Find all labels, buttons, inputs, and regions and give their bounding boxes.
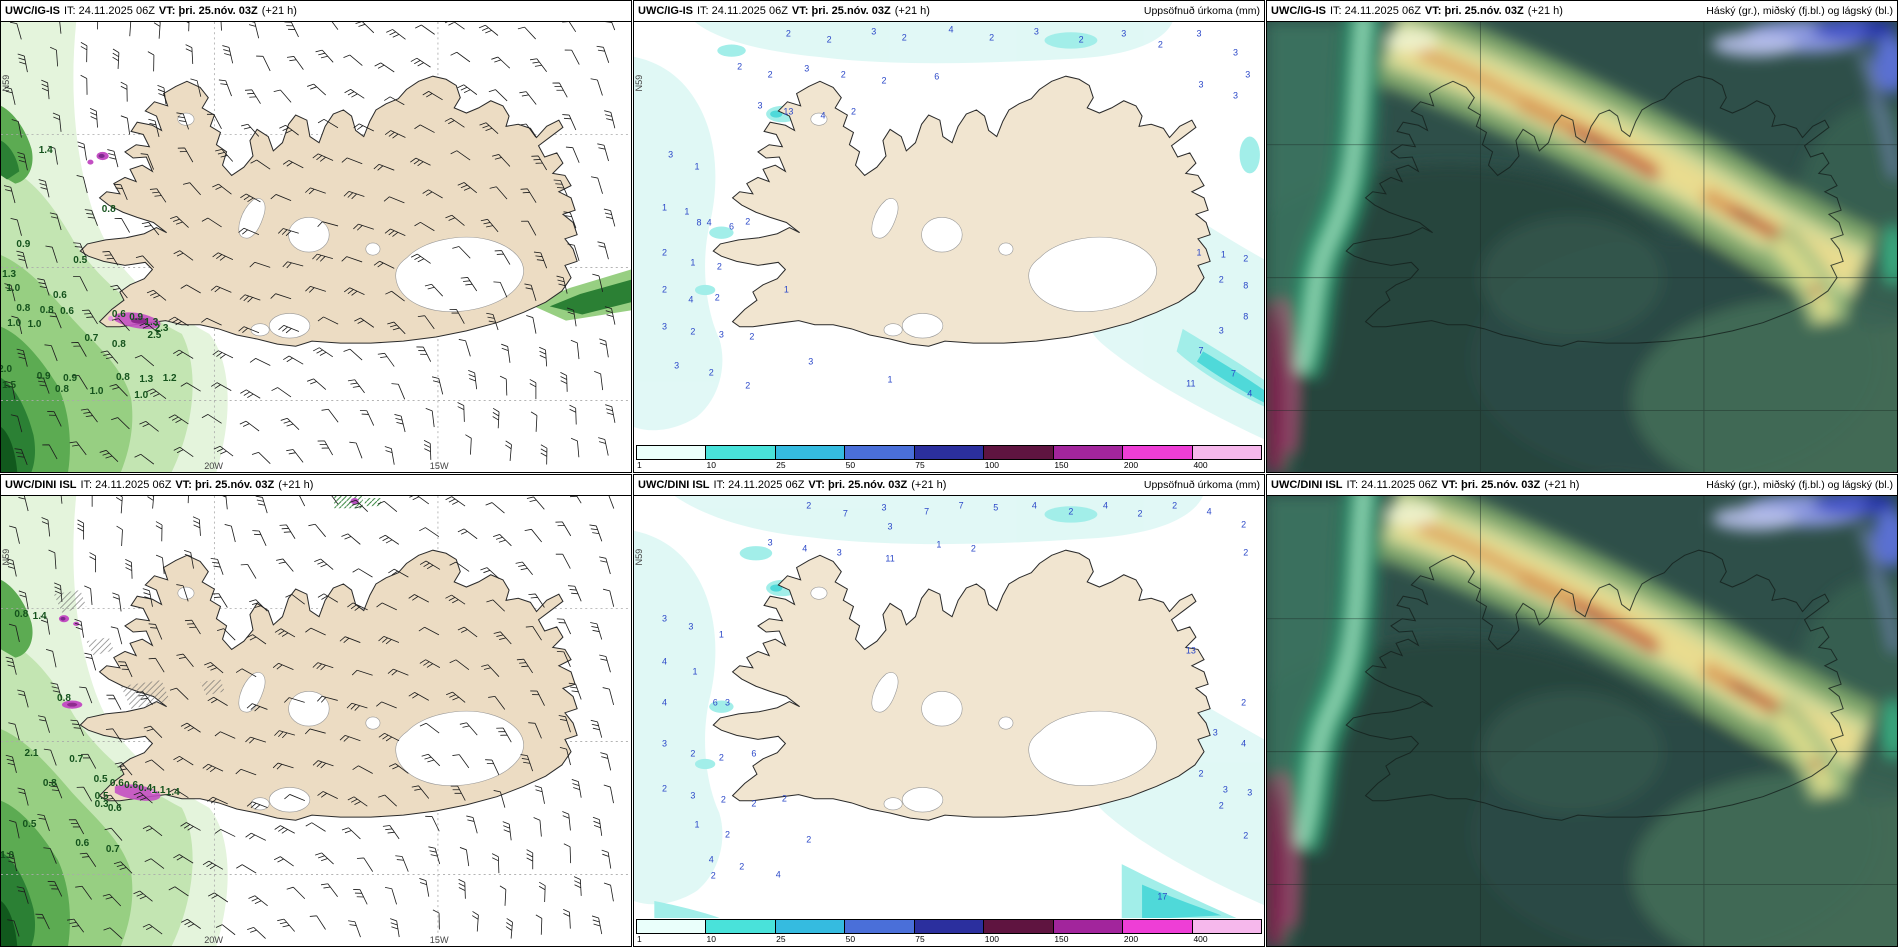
panel-header: UWC/IG-IS IT: 24.11.2025 06Z VT: þri. 25… <box>1267 1 1897 22</box>
valid-time: VT: þri. 25.nóv. 03Z <box>1424 5 1524 17</box>
model-name: UWC/DINI ISL <box>638 479 710 491</box>
lead-time: (+21 h) <box>1527 5 1563 17</box>
svg-text:N59: N59 <box>634 549 644 566</box>
panel-clouds-bottom: UWC/DINI ISL IT: 24.11.2025 06Z VT: þri.… <box>1266 474 1898 947</box>
init-time: IT: 24.11.2025 06Z <box>80 479 172 491</box>
panel-wind-top: UWC/IG-IS IT: 24.11.2025 06Z VT: þri. 25… <box>0 0 632 473</box>
graticule <box>1267 22 1897 472</box>
model-name: UWC/IG-IS <box>638 5 693 17</box>
panel-header: UWC/DINI ISL IT: 24.11.2025 06Z VT: þri.… <box>634 475 1264 496</box>
valid-time: VT: þri. 25.nóv. 03Z <box>1441 479 1541 491</box>
cloud-field <box>1267 496 1897 946</box>
wind-map: 20W 15W N59 0.8 1.4 0.8 2.1 0.7 0.8 0.5 0.6 0.6 0… <box>1 496 631 946</box>
axis-labels: 20W 15W N59 <box>1 549 449 945</box>
panel-subtitle: Háský (gr.), miðský (fj.bl.) og lágský (… <box>1706 479 1893 491</box>
svg-text:20W: 20W <box>204 935 223 945</box>
wind-map: 20W 15W N59 1.4 0.8 0.9 0.5 1.3 1.0 0.6 0.8 0.8 0… <box>1 22 631 472</box>
precip-scalebar: 1 10 25 50 75 100 150 200 400 <box>634 918 1264 946</box>
panel-header: UWC/IG-IS IT: 24.11.2025 06Z VT: þri. 25… <box>634 1 1264 22</box>
panel-header: UWC/DINI ISL IT: 24.11.2025 06Z VT: þri.… <box>1 475 631 496</box>
panel-precip-top: UWC/IG-IS IT: 24.11.2025 06Z VT: þri. 25… <box>633 0 1265 473</box>
svg-text:N59: N59 <box>1 75 11 92</box>
valid-time: VT: þri. 25.nóv. 03Z <box>158 5 258 17</box>
init-time: IT: 24.11.2025 06Z <box>64 5 155 17</box>
lead-time: (+21 h) <box>894 5 930 17</box>
precip-map: N59 2 7 3 3 7 7 5 4 2 4 2 2 4 2 3 4 3 11 1 2 3 3 1 4 1 4 6 3 3 2 2 6 2 3 2… <box>634 496 1264 946</box>
freezing-spots <box>58 615 161 801</box>
svg-text:N59: N59 <box>634 75 644 92</box>
cloud-map <box>1267 496 1897 946</box>
lead-time: (+21 h) <box>1544 479 1580 491</box>
init-time: IT: 24.11.2025 06Z <box>1346 479 1438 491</box>
lead-time: (+21 h) <box>278 479 314 491</box>
model-name: UWC/DINI ISL <box>5 479 77 491</box>
lead-time: (+21 h) <box>911 479 947 491</box>
panel-header: UWC/DINI ISL IT: 24.11.2025 06Z VT: þri.… <box>1267 475 1897 496</box>
panel-subtitle: Uppsöfnuð úrkoma (mm) <box>1143 479 1260 491</box>
axis-labels: 20W 15W N59 <box>1 75 449 471</box>
wind-barbs <box>3 22 616 465</box>
axis-labels: N59 <box>634 549 644 566</box>
init-time: IT: 24.11.2025 06Z <box>1330 5 1421 17</box>
svg-text:N59: N59 <box>1 549 11 566</box>
panel-header: UWC/IG-IS IT: 24.11.2025 06Z VT: þri. 25… <box>1 1 631 22</box>
lead-time: (+21 h) <box>261 5 297 17</box>
valid-time: VT: þri. 25.nóv. 03Z <box>808 479 908 491</box>
init-time: IT: 24.11.2025 06Z <box>713 479 805 491</box>
svg-text:15W: 15W <box>430 935 449 945</box>
init-time: IT: 24.11.2025 06Z <box>697 5 788 17</box>
panel-subtitle: Háský (gr.), miðský (fj.bl.) og lágský (… <box>1706 5 1893 17</box>
axis-labels: N59 <box>634 75 644 92</box>
cloud-map <box>1267 22 1897 472</box>
freezing-spots <box>87 151 161 329</box>
wind-barbs <box>5 496 615 940</box>
panel-precip-bottom: UWC/DINI ISL IT: 24.11.2025 06Z VT: þri.… <box>633 474 1265 947</box>
valid-time: VT: þri. 25.nóv. 03Z <box>175 479 275 491</box>
graticule <box>1267 496 1897 946</box>
panel-subtitle: Uppsöfnuð úrkoma (mm) <box>1143 5 1260 17</box>
cloud-field <box>1267 22 1897 472</box>
valid-time: VT: þri. 25.nóv. 03Z <box>791 5 891 17</box>
precip-map: N59 2 2 3 2 4 2 3 2 3 2 3 3 3 2 2 3 2 2 6 3 13 4 2 3 1 1 1 8 4 6 2 2 1 2 2… <box>634 22 1264 472</box>
svg-text:15W: 15W <box>430 461 449 471</box>
panel-wind-bottom: UWC/DINI ISL IT: 24.11.2025 06Z VT: þri.… <box>0 474 632 947</box>
panel-clouds-top: UWC/IG-IS IT: 24.11.2025 06Z VT: þri. 25… <box>1266 0 1898 473</box>
model-name: UWC/DINI ISL <box>1271 479 1343 491</box>
model-name: UWC/IG-IS <box>5 5 60 17</box>
precip-scalebar: 1 10 25 50 75 100 150 200 400 <box>634 444 1264 472</box>
svg-text:20W: 20W <box>204 461 223 471</box>
model-name: UWC/IG-IS <box>1271 5 1326 17</box>
precip-streak-east <box>529 269 631 321</box>
